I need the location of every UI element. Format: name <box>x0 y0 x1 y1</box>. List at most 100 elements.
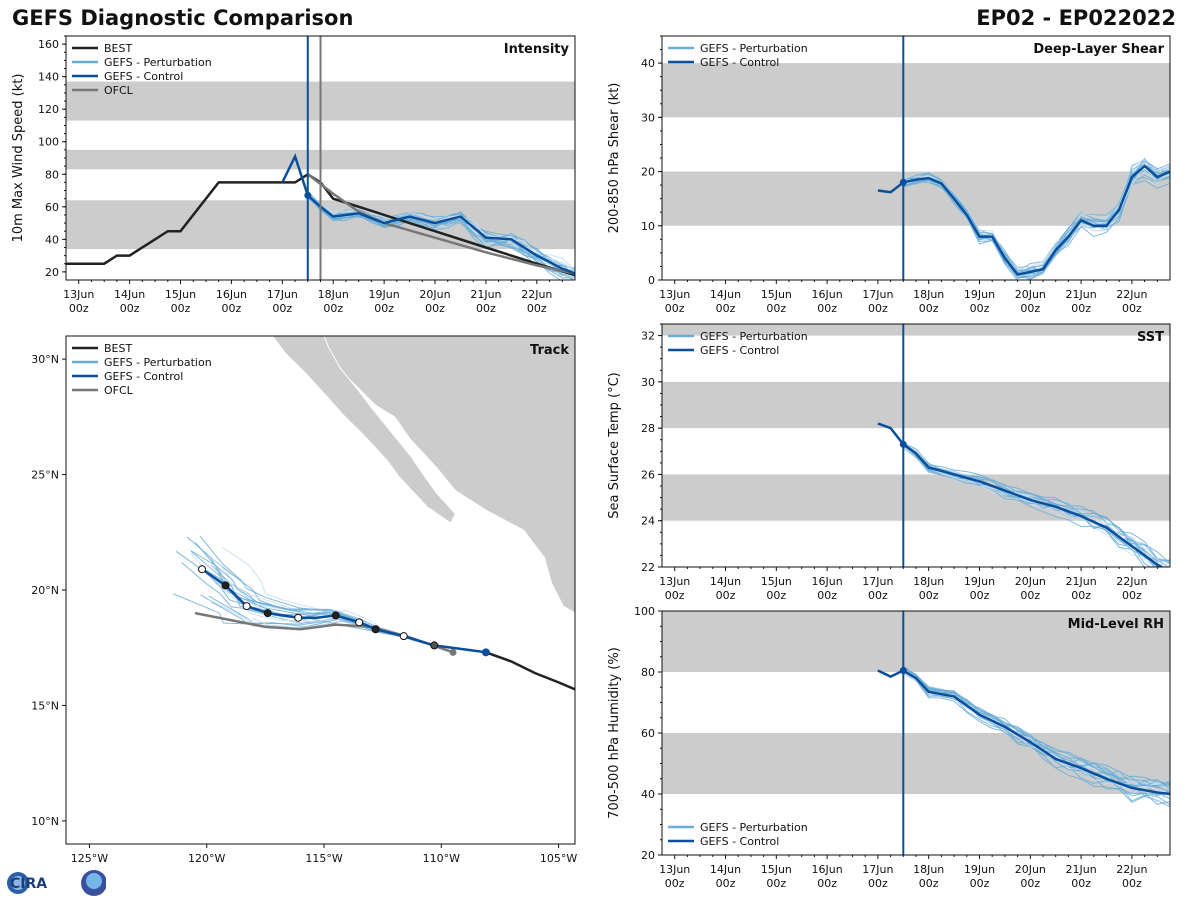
track-lon-label: 120°W <box>188 852 225 865</box>
track-lon-label: 105°W <box>540 852 577 865</box>
rh-xtick-label: 16Jun <box>812 863 843 876</box>
sst-frame <box>661 323 1171 568</box>
sst-xtick-label: 15Jun <box>761 575 792 588</box>
track-perturbation-line <box>212 559 486 653</box>
sst-xtick-hour: 00z <box>766 589 786 602</box>
storm-id: EP02 - EP022022 <box>976 6 1176 30</box>
shear-xtick-label: 21Jun <box>1066 288 1097 301</box>
rh-xtick-label: 19Jun <box>964 863 995 876</box>
sst-panel: 22242628303213Jun00z14Jun00z15Jun00z16Ju… <box>607 323 1171 602</box>
rh-plot-area <box>662 611 1170 808</box>
track-title: Track <box>530 343 569 358</box>
sst-xtick-label: 22Jun <box>1116 575 1147 588</box>
track-perturbation-line <box>190 553 486 653</box>
track-lat-label: 15°N <box>31 699 59 712</box>
rh-band <box>662 611 1170 672</box>
sst-xtick-label: 19Jun <box>964 575 995 588</box>
intensity-xtick-hour: 00z <box>69 302 89 315</box>
sst-xtick-label: 17Jun <box>862 575 893 588</box>
legend-label-pert: GEFS - Perturbation <box>700 821 808 834</box>
rh-xtick-hour: 00z <box>868 877 888 890</box>
shear-xtick-hour: 00z <box>1071 302 1091 315</box>
sst-init-marker <box>899 440 907 448</box>
track-ofcl-line <box>194 611 454 654</box>
track-control-marker <box>331 611 340 620</box>
intensity-ytick-label: 120 <box>38 103 59 116</box>
sst-xtick-label: 18Jun <box>913 575 944 588</box>
track-control-marker <box>198 565 207 574</box>
track-lat-label: 20°N <box>31 584 59 597</box>
cira-logo-icon: CIRA <box>7 870 106 896</box>
rh-xtick-hour: 00z <box>1020 877 1040 890</box>
rh-ytick-label: 40 <box>641 788 655 801</box>
intensity-xtick-hour: 00z <box>374 302 394 315</box>
rh-xtick-hour: 00z <box>766 877 786 890</box>
intensity-ylabel: 10m Max Wind Speed (kt) <box>11 74 26 243</box>
intensity-xtick-hour: 00z <box>323 302 343 315</box>
sst-xtick-label: 13Jun <box>659 575 690 588</box>
shear-xtick-label: 22Jun <box>1116 288 1147 301</box>
intensity-xtick-hour: 00z <box>476 302 496 315</box>
sst-ylabel: Sea Surface Temp (°C) <box>607 372 622 519</box>
track-init-marker <box>481 648 490 657</box>
rh-xtick-label: 22Jun <box>1116 863 1147 876</box>
intensity-xtick-label: 20Jun <box>419 288 450 301</box>
figure-title: GEFS Diagnostic Comparison <box>12 6 354 30</box>
legend-label-pert: GEFS - Perturbation <box>104 56 212 69</box>
shear-ytick-label: 30 <box>641 111 655 124</box>
track-perturbation-line <box>222 546 486 653</box>
shear-ytick-label: 40 <box>641 57 655 70</box>
track-lat-label: 30°N <box>31 353 59 366</box>
legend-label-best: BEST <box>104 42 132 55</box>
intensity-xtick-label: 14Jun <box>114 288 145 301</box>
legend-label-ofcl: OFCL <box>104 84 134 97</box>
rh-xtick-label: 17Jun <box>862 863 893 876</box>
track-control-marker <box>294 613 303 622</box>
intensity-ytick-label: 40 <box>45 233 59 246</box>
sst-band <box>662 324 1170 336</box>
intensity-xtick-hour: 00z <box>222 302 242 315</box>
shear-xtick-label: 19Jun <box>964 288 995 301</box>
intensity-xtick-hour: 00z <box>120 302 140 315</box>
shear-xtick-hour: 00z <box>1020 302 1040 315</box>
shear-xtick-label: 14Jun <box>710 288 741 301</box>
sst-perturbation-line <box>902 446 1155 567</box>
track-control-marker <box>430 641 439 650</box>
intensity-perturbation-line <box>307 196 562 280</box>
rh-xtick-label: 13Jun <box>659 863 690 876</box>
shear-xtick-label: 18Jun <box>913 288 944 301</box>
intensity-title: Intensity <box>504 42 570 57</box>
shear-xtick-label: 16Jun <box>812 288 843 301</box>
rh-xtick-label: 14Jun <box>710 863 741 876</box>
legend-label-control: GEFS - Control <box>700 56 779 69</box>
shear-perturbation-line <box>903 160 1170 269</box>
shear-ytick-label: 0 <box>648 274 655 287</box>
track-control-marker <box>263 609 272 618</box>
track-control-marker <box>355 618 364 627</box>
sst-xtick-label: 20Jun <box>1015 575 1046 588</box>
intensity-xtick-label: 18Jun <box>318 288 349 301</box>
intensity-ytick-label: 160 <box>38 38 59 51</box>
sst-ytick-label: 24 <box>641 515 655 528</box>
rh-xtick-label: 21Jun <box>1066 863 1097 876</box>
shear-xtick-hour: 00z <box>817 302 837 315</box>
sst-title: SST <box>1137 330 1164 345</box>
intensity-xtick-label: 16Jun <box>216 288 247 301</box>
svg-text:CIRA: CIRA <box>10 876 47 892</box>
sst-xtick-hour: 00z <box>1122 589 1142 602</box>
sst-ytick-label: 26 <box>641 468 655 481</box>
shear-init-marker <box>899 178 907 186</box>
shear-xtick-label: 20Jun <box>1015 288 1046 301</box>
intensity-control-line <box>281 153 575 275</box>
rh-xtick-label: 15Jun <box>761 863 792 876</box>
shear-title: Deep-Layer Shear <box>1033 42 1164 57</box>
shear-xtick-hour: 00z <box>766 302 786 315</box>
intensity-xtick-hour: 00z <box>425 302 445 315</box>
rh-panel: 2040608010013Jun00z14Jun00z15Jun00z16Jun… <box>607 605 1171 890</box>
legend-label-pert: GEFS - Perturbation <box>700 330 808 343</box>
sst-xtick-hour: 00z <box>868 589 888 602</box>
rh-ytick-label: 20 <box>641 849 655 862</box>
rh-xtick-label: 18Jun <box>913 863 944 876</box>
track-lon-label: 110°W <box>423 852 460 865</box>
track-control-marker <box>221 581 230 590</box>
